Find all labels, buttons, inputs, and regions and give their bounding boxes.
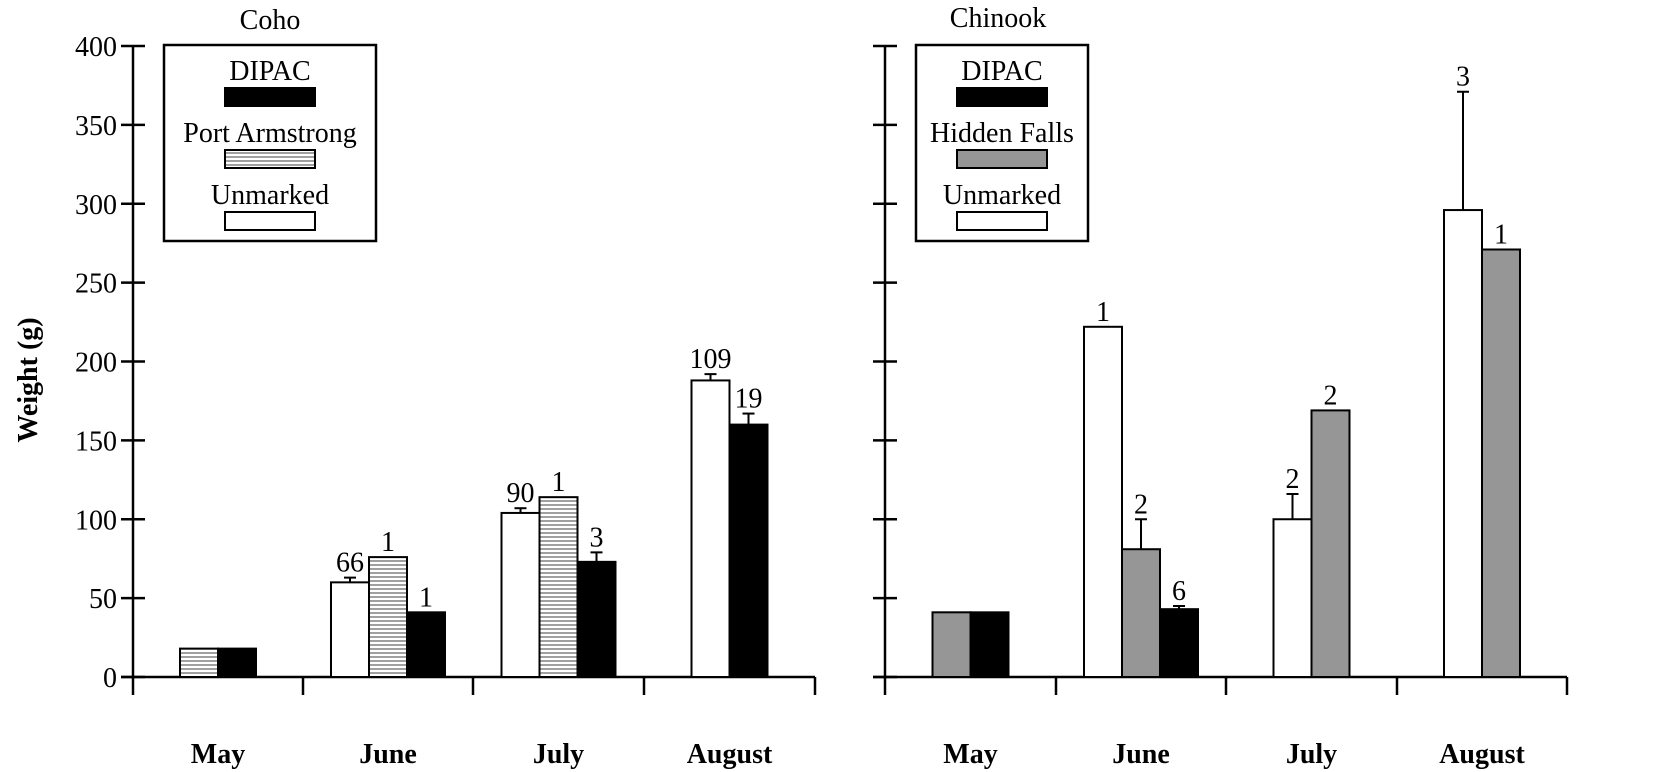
legend-label-dipac: DIPAC — [229, 56, 310, 87]
panel-title: Coho — [240, 5, 301, 36]
panel-chinook: Chinook May June July August 1 2 6 2 2 3 1 DIPAC Hidd… — [873, 3, 1569, 770]
sample-size-label: 19 — [735, 384, 763, 415]
legend-label-unmarked: Unmarked — [211, 180, 329, 211]
y-axis-label: Weight (g) — [13, 317, 44, 442]
y-tick-label: 150 — [75, 426, 117, 457]
sample-size-label: 3 — [590, 522, 604, 553]
sample-size-label: 90 — [507, 478, 535, 509]
y-tick-label: 250 — [75, 269, 117, 300]
category-label-may: May — [191, 739, 245, 770]
bar-august-unmarked — [690, 379, 731, 678]
bar-august-hidden-falls — [1481, 248, 1521, 678]
sample-size-label: 2 — [1134, 489, 1148, 520]
legend-box — [162, 43, 378, 243]
bar-june-unmarked — [330, 581, 370, 678]
sample-size-label: 2 — [1324, 380, 1338, 411]
legend-label-dipac: DIPAC — [961, 56, 1042, 87]
bar-july-hidden-falls — [1310, 409, 1351, 678]
sample-size-label: 1 — [1096, 297, 1110, 328]
legend-swatch-hidden-falls — [956, 149, 1048, 169]
bar-august-dipac — [728, 423, 769, 678]
bar-july-port-armstrong — [538, 496, 579, 679]
legend: DIPAC Hidden Falls Unmarked — [914, 43, 1090, 243]
y-tick-label: 50 — [89, 584, 117, 615]
y-tick-label: 300 — [75, 190, 117, 221]
y-tick-label: 400 — [75, 32, 117, 63]
category-label-june: June — [359, 739, 417, 770]
legend-label-hidden-falls: Hidden Falls — [930, 118, 1074, 149]
y-tick-label: 100 — [75, 505, 117, 536]
sample-size-label: 66 — [336, 548, 364, 579]
legend-swatch-dipac — [224, 87, 316, 107]
legend-swatch-port-armstrong — [224, 149, 316, 169]
sample-size-label: 1 — [381, 527, 395, 558]
y-tick-label: 350 — [75, 111, 117, 142]
bar-june-port-armstrong — [368, 556, 408, 678]
category-label-june: June — [1112, 739, 1170, 770]
panel-title: Chinook — [950, 3, 1046, 34]
legend-swatch-dipac — [956, 87, 1048, 107]
sample-size-label: 1 — [552, 467, 566, 498]
bar-june-dipac — [406, 611, 446, 679]
legend-swatch-unmarked — [224, 211, 316, 231]
sample-size-label: 3 — [1456, 62, 1470, 93]
bar-july-dipac — [576, 560, 617, 679]
bar-june-unmarked — [1083, 325, 1123, 678]
category-label-may: May — [943, 739, 997, 770]
bar-may-port-armstrong — [179, 647, 219, 678]
y-tick-label: 200 — [75, 348, 117, 379]
category-label-july: July — [1286, 739, 1337, 770]
bar-may-dipac — [969, 611, 1010, 679]
legend-label-port-armstrong: Port Armstrong — [183, 118, 356, 149]
y-tick-label: 0 — [103, 663, 117, 694]
sample-size-label: 2 — [1286, 464, 1300, 495]
panel-coho: Coho 0 50 100 150 200 250 300 350 400 May June July A… — [75, 5, 817, 770]
sample-size-label: 1 — [1494, 219, 1508, 250]
bar-august-unmarked — [1443, 209, 1483, 678]
bar-july-unmarked — [500, 511, 541, 678]
category-label-august: August — [1439, 739, 1525, 770]
bar-may-dipac — [217, 647, 257, 678]
bar-may-hidden-falls — [931, 611, 972, 679]
sample-size-label: 109 — [690, 344, 732, 375]
legend-box — [914, 43, 1090, 243]
legend-swatch-unmarked — [956, 211, 1048, 231]
bar-june-hidden-falls — [1121, 548, 1161, 678]
bar-june-dipac — [1159, 608, 1199, 678]
bar-july-unmarked — [1272, 518, 1313, 678]
category-label-august: August — [687, 739, 773, 770]
sample-size-label: 6 — [1172, 576, 1186, 607]
legend-label-unmarked: Unmarked — [943, 180, 1061, 211]
sample-size-label: 1 — [419, 582, 433, 613]
category-label-july: July — [533, 739, 584, 770]
legend: DIPAC Port Armstrong Unmarked — [162, 43, 378, 243]
